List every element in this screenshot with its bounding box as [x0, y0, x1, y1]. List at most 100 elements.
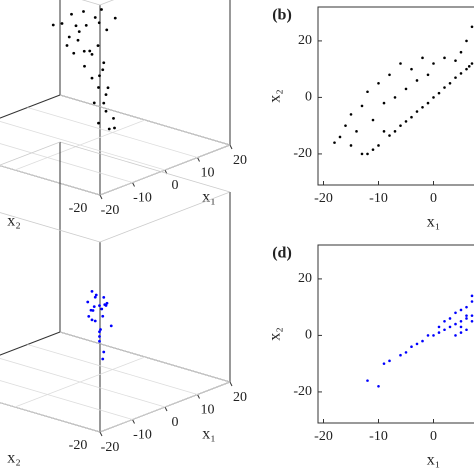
x-axis-label: x₁	[427, 214, 441, 231]
point	[443, 86, 446, 89]
point	[382, 101, 386, 105]
grid-line	[0, 358, 166, 408]
point	[89, 308, 93, 312]
point	[104, 304, 108, 307]
x-tick-label: -20	[101, 440, 120, 455]
point	[410, 67, 413, 71]
point	[432, 62, 435, 65]
point	[72, 51, 76, 55]
plot-frame	[317, 6, 474, 186]
point	[97, 21, 101, 25]
plot-frame	[317, 244, 474, 424]
x-tick-label: -10	[133, 428, 152, 443]
panel-title: (d)	[272, 245, 292, 262]
point	[382, 362, 386, 365]
point	[76, 38, 80, 42]
point	[459, 308, 463, 312]
point	[98, 335, 101, 338]
box-edge	[81, 0, 101, 6]
point	[426, 334, 430, 337]
point	[98, 330, 101, 334]
point	[388, 134, 391, 137]
point	[459, 50, 463, 54]
point	[93, 295, 97, 299]
point	[360, 152, 364, 156]
point	[338, 135, 342, 139]
y-tick-label: 0	[305, 328, 312, 343]
point	[448, 317, 452, 320]
point	[465, 305, 468, 309]
point	[399, 124, 402, 127]
box-edge	[59, 141, 231, 193]
y-tick-label: 0	[305, 90, 312, 105]
point	[366, 379, 369, 382]
y-axis-label: x₂	[7, 450, 21, 467]
point	[102, 61, 106, 65]
point	[98, 74, 101, 78]
x-tick-label: -10	[369, 429, 388, 444]
point	[99, 328, 102, 331]
point	[399, 62, 402, 65]
point	[448, 81, 452, 85]
point	[437, 325, 441, 329]
point	[404, 87, 408, 91]
grid-line	[0, 121, 166, 171]
point	[51, 23, 55, 27]
point	[470, 300, 474, 303]
point	[74, 24, 78, 28]
point	[101, 68, 105, 72]
point	[443, 328, 446, 332]
point	[470, 294, 474, 298]
point	[465, 67, 468, 71]
point	[84, 23, 88, 27]
point	[104, 109, 108, 113]
point	[82, 49, 86, 53]
point	[102, 350, 106, 354]
point	[437, 331, 441, 334]
grid-line	[14, 356, 146, 408]
point	[421, 339, 424, 343]
point	[459, 319, 463, 323]
point	[92, 101, 96, 105]
x-tick-label: 20	[233, 153, 247, 168]
point	[83, 64, 86, 68]
point	[410, 345, 413, 349]
point	[104, 93, 108, 97]
point	[98, 304, 101, 308]
point	[426, 73, 430, 77]
point	[333, 141, 336, 144]
x-axis-label: x₁	[202, 426, 216, 443]
y-tick-label: -20	[69, 438, 88, 453]
point	[101, 357, 105, 361]
point	[94, 293, 98, 297]
point	[100, 307, 104, 311]
point	[393, 130, 397, 133]
y-tick-label: -20	[293, 146, 312, 161]
point	[86, 300, 90, 304]
point	[459, 325, 463, 329]
point	[102, 101, 106, 105]
y-tick-label: 20	[298, 33, 312, 48]
x-tick-label: -20	[314, 429, 333, 444]
point	[102, 295, 106, 299]
point	[88, 49, 92, 53]
point	[465, 317, 468, 320]
point	[90, 289, 94, 293]
point	[107, 127, 111, 131]
point	[454, 334, 457, 337]
tick-mark	[197, 394, 200, 399]
point	[113, 16, 117, 20]
point	[399, 353, 402, 357]
x-axis-label: x₁	[427, 452, 441, 469]
x-tick-label: -20	[101, 203, 120, 218]
point	[421, 106, 424, 109]
point	[404, 351, 408, 354]
point	[96, 44, 100, 48]
y-tick-label: 20	[298, 271, 312, 286]
point	[454, 311, 457, 315]
point	[415, 342, 419, 346]
y-axis-label: x₂	[7, 213, 21, 230]
point	[377, 144, 380, 147]
point	[113, 126, 116, 130]
point	[467, 65, 471, 68]
